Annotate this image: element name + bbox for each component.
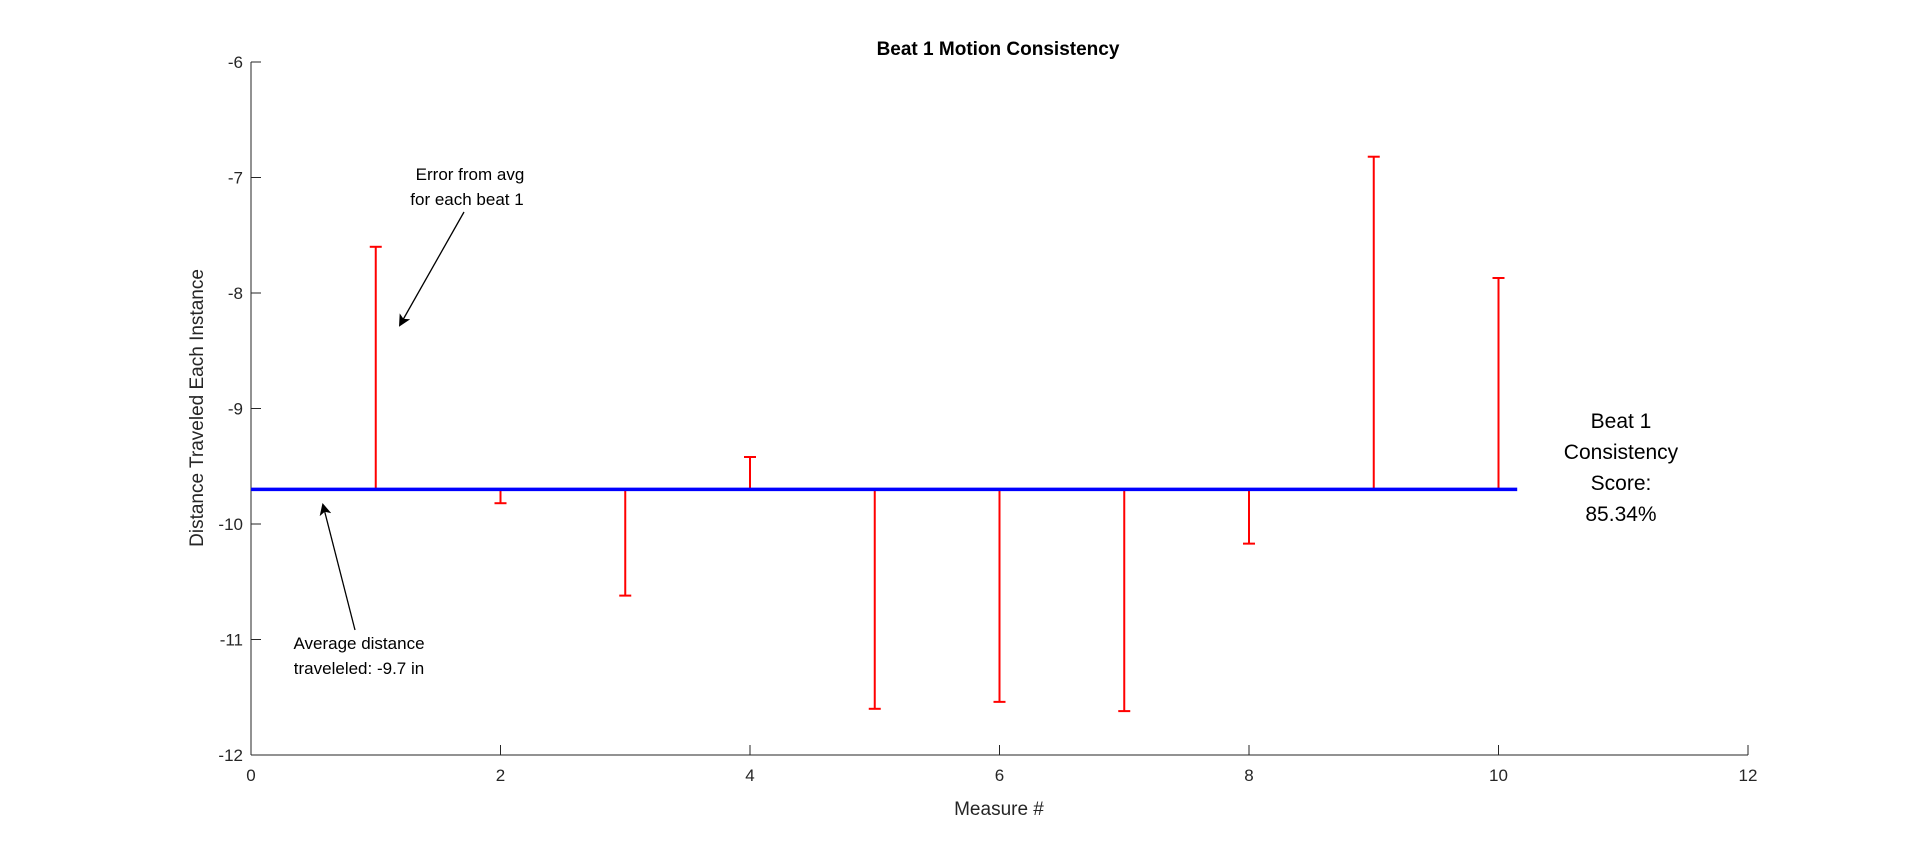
x-tick-label: 4 [745,766,754,785]
y-tick-label: -10 [218,515,243,534]
x-tick-label: 10 [1489,766,1508,785]
score-line-2: Consistency [1564,441,1679,464]
error-note-line-2: for each beat 1 [410,190,523,209]
score-line-1: Beat 1 [1591,410,1652,433]
y-tick-label: -12 [218,746,243,765]
x-tick-label: 2 [496,766,505,785]
error-note-arrow [399,211,465,327]
score-line-3: Score: [1591,472,1652,495]
x-tick-label: 8 [1244,766,1253,785]
error-note-line-1: Error from avg [416,165,525,184]
x-tick-label: 6 [995,766,1004,785]
y-tick-label: -8 [228,284,243,303]
x-tick-label: 0 [246,766,255,785]
y-axis-label: Distance Traveled Each Instance [187,269,208,547]
y-tick-label: -9 [228,400,243,419]
x-axis-label: Measure # [954,799,1044,820]
x-tick-label: 12 [1739,766,1758,785]
y-ticks: -12 -11 -10 -9 -8 -7 -6 [218,53,261,765]
average-note-line-1: Average distance [293,634,424,653]
y-tick-label: -7 [228,169,243,188]
error-bars [369,155,1505,713]
y-tick-label: -11 [220,631,243,650]
chart-title: Beat 1 Motion Consistency [877,39,1120,60]
average-note-line-2: traveleled: -9.7 in [294,659,424,678]
x-ticks: 0 2 4 6 8 10 12 [246,745,1757,785]
y-tick-label: -6 [228,53,243,72]
average-note-arrow [319,503,356,631]
score-value: 85.34% [1585,503,1656,526]
